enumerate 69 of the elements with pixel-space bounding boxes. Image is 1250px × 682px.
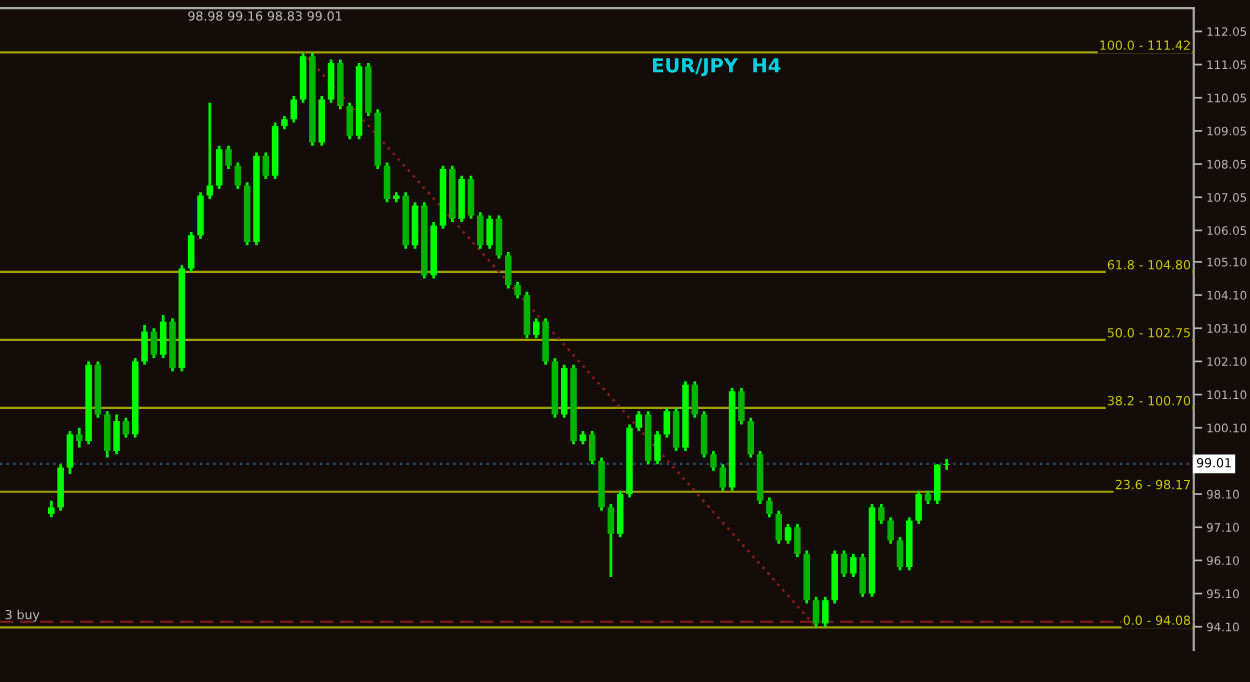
candlestick — [756, 449, 764, 506]
candlestick — [197, 190, 204, 241]
candlestick — [76, 426, 83, 450]
candlestick — [635, 409, 643, 433]
candlestick — [794, 522, 801, 559]
candlestick — [187, 230, 195, 274]
candlestick — [784, 522, 792, 546]
candlestick — [505, 250, 512, 290]
candlestick — [654, 429, 661, 466]
candlestick — [887, 515, 894, 546]
candlestick — [262, 151, 270, 181]
candlestick — [532, 316, 540, 340]
candlestick — [327, 58, 335, 105]
candlestick — [113, 413, 120, 456]
candlestick — [318, 94, 326, 148]
candlestick — [896, 535, 904, 572]
candlestick — [878, 502, 885, 526]
candlestick — [840, 549, 848, 579]
candlestick — [103, 409, 111, 459]
candlestick — [206, 101, 214, 201]
candlestick — [150, 326, 158, 360]
candlestick — [467, 174, 475, 221]
candlestick — [700, 409, 708, 459]
candlestick — [906, 515, 913, 572]
candlestick — [738, 386, 745, 426]
candlestick — [477, 210, 484, 251]
candlestick — [663, 406, 671, 440]
candlestick — [934, 462, 941, 506]
candlestick — [299, 50, 307, 105]
candlestick — [159, 313, 167, 360]
candlestick — [831, 549, 838, 605]
candlestick — [747, 416, 755, 459]
candlestick — [365, 61, 372, 118]
candlestick — [859, 552, 866, 599]
candlestick — [411, 200, 419, 251]
candlestick — [169, 316, 176, 373]
candlestick — [234, 161, 242, 191]
candlestick — [337, 58, 344, 111]
candlestick — [57, 462, 64, 513]
candlestick — [346, 101, 353, 141]
candlestick — [141, 323, 148, 367]
candlestick — [766, 495, 773, 519]
text: EUR/JPY H4 — [653, 58, 781, 77]
candlestick — [66, 429, 74, 476]
candlestick — [588, 429, 596, 466]
candlestick — [943, 457, 950, 472]
candlestick — [495, 214, 503, 260]
candlestick — [822, 595, 829, 629]
candlestick — [225, 144, 232, 171]
candlestick — [915, 489, 922, 526]
candlestick — [290, 94, 298, 124]
candlestick — [710, 449, 717, 473]
candlestick — [523, 290, 531, 340]
candlestick — [486, 214, 493, 251]
candlestick — [458, 174, 465, 224]
candlestick — [542, 316, 549, 367]
candlestick — [803, 549, 810, 605]
candlestick — [383, 161, 391, 204]
candlestick — [607, 502, 615, 579]
candlestick — [560, 363, 568, 420]
candlestick — [672, 406, 680, 453]
candlestick — [215, 144, 223, 191]
candlestick — [598, 456, 605, 513]
candlestick — [616, 489, 624, 539]
candlestick — [644, 409, 652, 466]
candlestick — [850, 552, 857, 579]
candlestick — [775, 509, 782, 546]
candlestick — [122, 416, 130, 440]
candlestick — [812, 595, 820, 629]
